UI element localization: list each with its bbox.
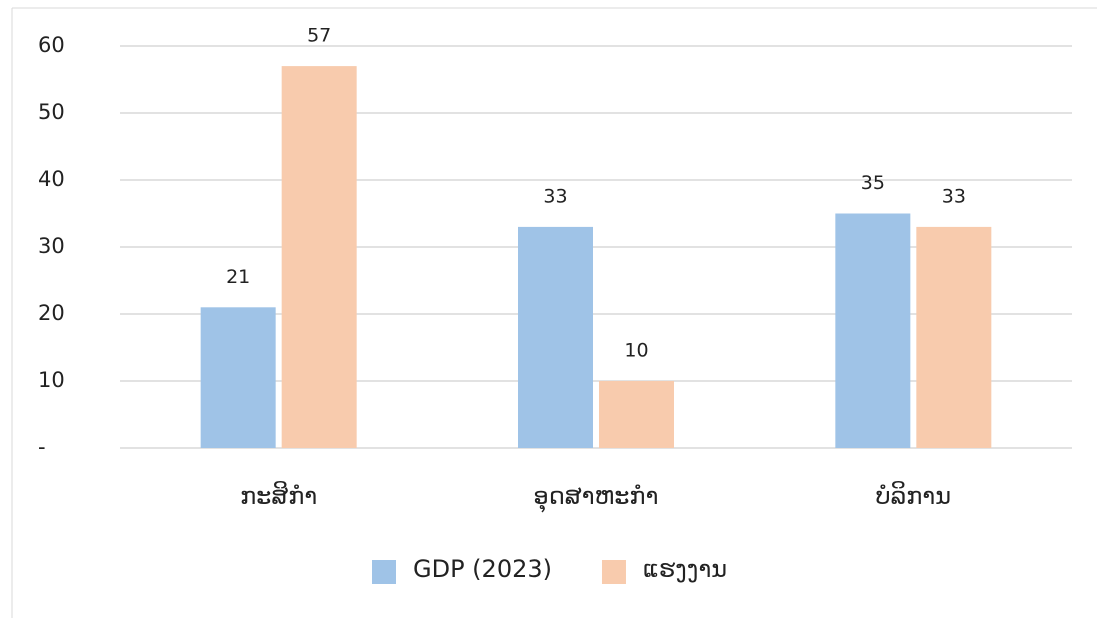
y-tick-label: - bbox=[38, 435, 46, 459]
bar bbox=[916, 226, 992, 448]
bar bbox=[835, 213, 911, 448]
y-tick-label: 40 bbox=[38, 167, 65, 191]
y-tick-label: 50 bbox=[38, 100, 65, 124]
legend-swatch bbox=[372, 560, 396, 584]
x-tick-label: ກະສິກຳ bbox=[240, 480, 317, 510]
bar bbox=[281, 66, 357, 448]
bar bbox=[200, 307, 276, 448]
y-tick-label: 20 bbox=[38, 301, 65, 325]
y-tick-label: 10 bbox=[38, 368, 65, 392]
legend-swatch bbox=[601, 560, 626, 584]
value-label: 35 bbox=[861, 172, 885, 194]
value-label: 33 bbox=[543, 185, 567, 207]
legend-label: ແຮງງານ bbox=[643, 555, 727, 583]
value-label: 10 bbox=[624, 340, 648, 362]
x-tick-label: ອຸດສາຫະກຳ bbox=[534, 482, 659, 513]
value-label: 57 bbox=[307, 25, 331, 47]
bar bbox=[518, 226, 593, 448]
value-label: 33 bbox=[942, 185, 966, 207]
y-tick-label: 60 bbox=[38, 33, 65, 57]
x-tick-label: ບໍລິການ bbox=[876, 481, 951, 510]
y-tick-label: 30 bbox=[38, 234, 65, 258]
value-label: 21 bbox=[226, 266, 250, 288]
legend-label: GDP (2023) bbox=[413, 555, 552, 583]
bar bbox=[599, 381, 674, 448]
